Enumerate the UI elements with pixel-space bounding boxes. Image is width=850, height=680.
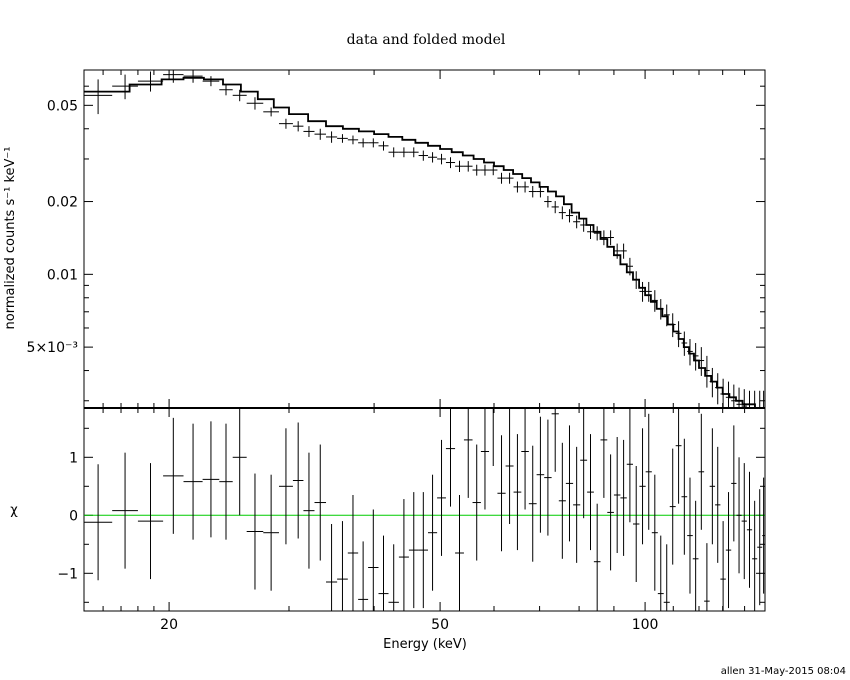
x-axis-label: Energy (keV) [383,637,467,652]
footer-text: allen 31-May-2015 08:04 [721,666,846,677]
x-tick-label: 20 [160,617,178,633]
bottom-panel-ylabel: χ [10,503,18,518]
top-panel: normalized counts s⁻¹ keV⁻¹ 0.05 0.02 0.01… [3,69,766,409]
bottom-y-tick-label: 1 [69,450,78,466]
top-y-tick-label: 0.01 [47,267,78,283]
top-panel-frame [83,69,766,409]
model-histogram [84,76,765,409]
x-tick-label: 100 [632,617,659,633]
top-y-tick-label: 0.05 [47,98,78,114]
x-tick-label: 50 [431,617,449,633]
top-y-tick-label: 5×10⁻³ [27,340,78,356]
chart-title: data and folded model [347,32,506,48]
bottom-y-tick-label: 0 [69,508,78,524]
top-panel-ylabel: normalized counts s⁻¹ keV⁻¹ [3,147,18,330]
top-y-tick-label: 0.02 [47,195,78,211]
bottom-panel-frame [83,407,766,612]
bottom-panel: χ 20 50 100 1 0 −1 [10,407,766,633]
bottom-y-tick-label: −1 [57,566,78,582]
